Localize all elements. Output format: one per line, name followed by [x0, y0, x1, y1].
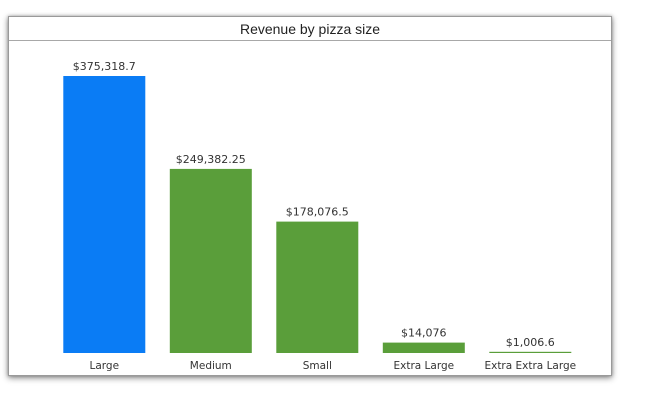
- bar-extra-extra-large[interactable]: [489, 351, 572, 353]
- data-label: $1,006.6: [506, 336, 555, 349]
- category-label: Medium: [190, 360, 232, 372]
- bar-extra-large[interactable]: [382, 342, 465, 353]
- bar-medium[interactable]: [169, 168, 252, 353]
- chart-visual[interactable]: Revenue by pizza size $375,318.7 Large $24…: [8, 16, 612, 376]
- data-label: $178,076.5: [286, 206, 349, 219]
- chart-title: Revenue by pizza size: [9, 17, 611, 41]
- data-label: $375,318.7: [73, 60, 136, 73]
- category-label: Extra Extra Large: [484, 360, 576, 372]
- data-label: $249,382.25: [176, 153, 246, 166]
- bar-large[interactable]: [63, 76, 146, 353]
- category-label: Extra Large: [393, 360, 454, 372]
- bar-small[interactable]: [276, 221, 359, 353]
- data-label: $14,076: [401, 327, 447, 340]
- category-label: Small: [303, 360, 332, 372]
- bar-chart: $375,318.7 Large $249,382.25 Medium $178,076…: [63, 60, 576, 372]
- category-label: Large: [90, 360, 120, 372]
